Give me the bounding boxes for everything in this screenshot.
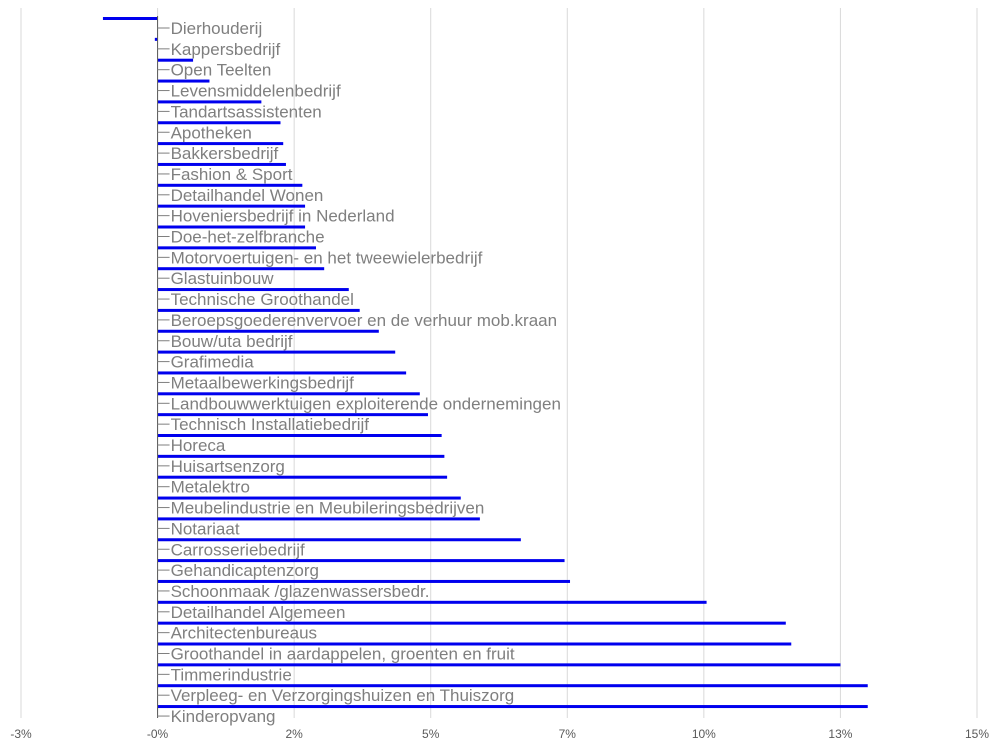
- bar: [157, 288, 349, 292]
- category-label: Schoonmaak /glazenwassersbedr.: [171, 582, 430, 601]
- bar: [157, 434, 442, 437]
- category-label: Kinderopvang: [171, 707, 276, 726]
- category-label: Verpleeg- en Verzorgingshuizen en Thuisz…: [171, 686, 515, 705]
- bar: [157, 183, 303, 187]
- x-tick-label: 13%: [828, 727, 852, 741]
- category-label: Landbouwwerktuigen exploiterende onderne…: [171, 394, 561, 413]
- bar: [157, 58, 194, 62]
- category-label: Groothandel in aardappelen, groenten en …: [171, 645, 515, 664]
- x-tick-label: 5%: [422, 727, 440, 741]
- bar: [157, 142, 284, 146]
- category-label: Kappersbedrijf: [171, 40, 281, 59]
- bar: [157, 684, 868, 688]
- bar: [157, 559, 565, 563]
- category-axis: [157, 16, 170, 718]
- bar: [157, 496, 461, 500]
- bar: [157, 308, 360, 312]
- x-tick-label: 7%: [559, 727, 577, 741]
- category-label: Technisch Installatiebedrijf: [171, 415, 370, 434]
- category-label: Open Teelten: [171, 61, 272, 80]
- bars: [102, 17, 868, 709]
- bar: [157, 350, 396, 354]
- category-label: Bouw/uta bedrijf: [171, 332, 293, 351]
- category-label: Notariaat: [171, 519, 240, 538]
- bar: [157, 663, 841, 667]
- bar: [157, 413, 428, 417]
- bar: [157, 121, 281, 125]
- bar: [157, 538, 521, 542]
- category-label: Dierhouderij: [171, 19, 263, 38]
- bar: [157, 517, 480, 521]
- bar: [157, 475, 448, 479]
- bar: [102, 17, 158, 20]
- category-label: Gehandicaptenzorg: [171, 561, 319, 580]
- bar: [157, 100, 262, 104]
- category-label: Carrosseriebedrijf: [171, 540, 305, 559]
- category-label: Bakkersbedrijf: [171, 144, 279, 163]
- category-label: Horeca: [171, 436, 226, 455]
- category-label: Meubelindustrie en Meubileringsbedrijven: [171, 499, 485, 518]
- category-label: Timmerindustrie: [171, 665, 292, 684]
- category-label: Grafimedia: [171, 353, 255, 372]
- category-label: Motorvoertuigen- en het tweewielerbedrij…: [171, 248, 483, 267]
- category-label: Doe-het-zelfbranche: [171, 228, 325, 247]
- category-label: Huisartsenzorg: [171, 457, 285, 476]
- bar: [157, 392, 420, 396]
- category-labels: Dierhouderij Kappersbedrijf Open Teelten Le…: [171, 19, 561, 726]
- bar: [157, 225, 306, 229]
- bar: [157, 579, 571, 583]
- x-tick-label: 10%: [692, 727, 716, 741]
- category-label: Architectenbureaus: [171, 624, 317, 643]
- bar: [157, 371, 407, 375]
- category-label: Hoveniersbedrijf in Nederland: [171, 207, 395, 226]
- x-tick-label: 2%: [285, 727, 303, 741]
- category-label: Detailhandel Algemeen: [171, 603, 346, 622]
- category-label: Detailhandel Wonen: [171, 186, 324, 205]
- bar: [157, 329, 379, 333]
- category-label: Glastuinbouw: [171, 269, 275, 288]
- bar: [157, 600, 707, 604]
- category-label: Technische Groothandel: [171, 290, 354, 309]
- x-tick-label: -0%: [147, 727, 169, 741]
- bar: [157, 267, 325, 271]
- bar: [154, 37, 158, 41]
- bar: [157, 621, 786, 625]
- bar: [157, 79, 210, 83]
- bar: [157, 642, 792, 646]
- category-label: Fashion & Sport: [171, 165, 293, 184]
- bar: [157, 705, 868, 709]
- category-label: Apotheken: [171, 123, 252, 142]
- category-label: Levensmiddelenbedrijf: [171, 82, 341, 101]
- x-tick-label: -3%: [10, 727, 32, 741]
- x-axis-ticks: -3% -0% 2% 5% 7% 10% 13% 15%: [10, 727, 989, 741]
- bar: [157, 162, 286, 166]
- category-label: Tandartsassistenten: [171, 102, 322, 121]
- bar: [157, 454, 445, 458]
- bar: [157, 246, 316, 250]
- bar: [157, 204, 306, 208]
- category-label: Metaalbewerkingsbedrijf: [171, 373, 355, 392]
- category-label: Beroepsgoederenvervoer en de verhuur mob…: [171, 311, 558, 330]
- x-tick-label: 15%: [965, 727, 989, 741]
- category-label: Metalektro: [171, 478, 250, 497]
